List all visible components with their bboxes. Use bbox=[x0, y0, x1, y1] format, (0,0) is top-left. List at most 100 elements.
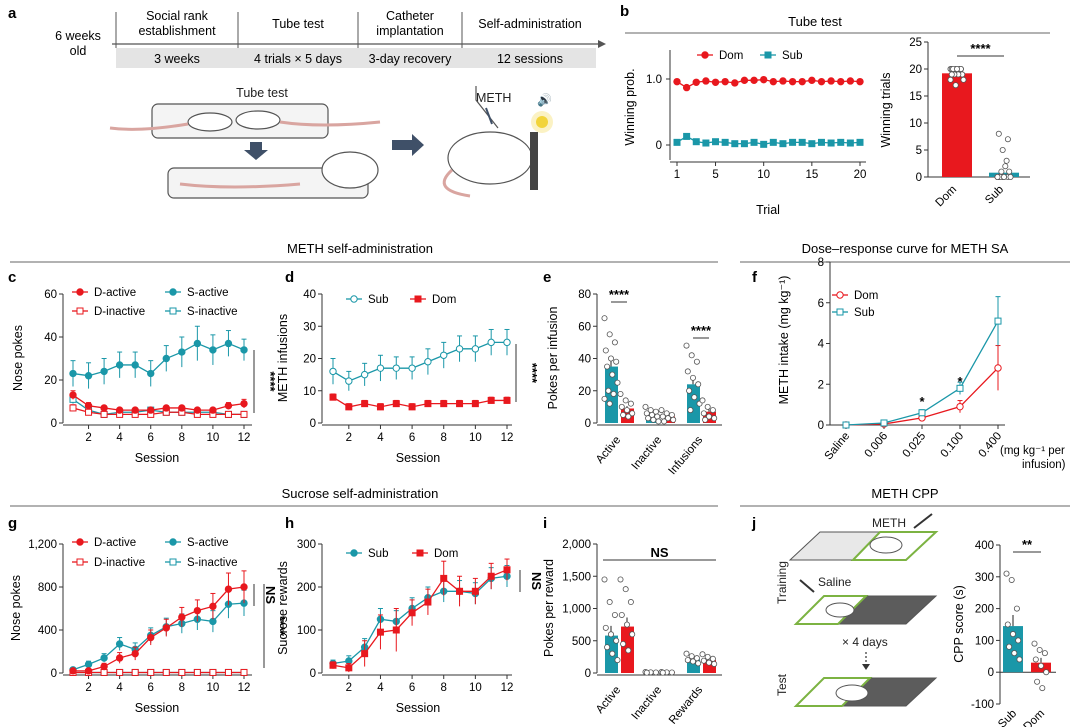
data-point bbox=[408, 364, 416, 372]
data-point bbox=[994, 317, 1002, 325]
individual-point bbox=[948, 71, 955, 78]
y-tick-label: 100 bbox=[297, 625, 316, 637]
x-tick-label: Active bbox=[594, 684, 623, 716]
data-point bbox=[808, 76, 816, 85]
y-tick-label: 0 bbox=[310, 668, 316, 680]
data-point bbox=[392, 626, 400, 634]
individual-point bbox=[613, 358, 620, 365]
individual-point bbox=[999, 146, 1006, 153]
data-point bbox=[750, 76, 758, 85]
y-axis-label: Nose pokes bbox=[9, 575, 23, 641]
panel-label-g: g bbox=[8, 515, 17, 532]
data-point bbox=[131, 649, 139, 658]
data-point bbox=[162, 668, 170, 676]
individual-point bbox=[688, 352, 695, 359]
cpp-illustration: METH Saline Training × 4 days Test bbox=[775, 513, 939, 707]
individual-point bbox=[1043, 669, 1050, 676]
individual-point bbox=[629, 410, 636, 417]
x-axis-label: Session bbox=[396, 451, 441, 465]
y-tick-label: 15 bbox=[909, 91, 922, 103]
data-point bbox=[487, 396, 495, 404]
individual-point bbox=[700, 410, 707, 417]
data-point bbox=[503, 396, 511, 404]
legend-entry: D-active bbox=[94, 287, 136, 299]
individual-point bbox=[613, 637, 620, 644]
y-tick-label: 4 bbox=[818, 339, 825, 351]
phase-3-title-b: implantation bbox=[376, 24, 443, 38]
y-tick-label: 30 bbox=[303, 321, 316, 333]
y-tick-label: 40 bbox=[578, 354, 591, 366]
x-tick-label: 12 bbox=[501, 432, 514, 444]
data-point bbox=[721, 77, 729, 86]
y-tick-label: 5 bbox=[916, 145, 922, 157]
x-tick-label: 4 bbox=[377, 682, 384, 694]
y-tick-label: 400 bbox=[38, 625, 57, 637]
x-tick-label: 0.006 bbox=[863, 430, 891, 460]
series-line bbox=[72, 602, 245, 671]
individual-point bbox=[610, 390, 617, 397]
data-point bbox=[846, 77, 855, 85]
x-tick-label: 4 bbox=[116, 682, 123, 694]
individual-point bbox=[609, 650, 616, 657]
individual-point bbox=[614, 379, 621, 386]
data-point bbox=[817, 77, 826, 86]
data-point bbox=[503, 338, 511, 347]
y-tick-label: 10 bbox=[909, 118, 922, 130]
y-tick-label: 10 bbox=[303, 386, 316, 398]
data-point bbox=[673, 77, 681, 86]
data-point bbox=[471, 587, 479, 595]
individual-point bbox=[683, 650, 690, 657]
individual-point bbox=[1008, 576, 1015, 583]
data-point bbox=[798, 77, 806, 86]
data-point bbox=[240, 410, 248, 418]
panel-label-f: f bbox=[752, 269, 758, 286]
individual-point bbox=[1003, 570, 1010, 577]
individual-point bbox=[602, 624, 609, 631]
data-point bbox=[169, 538, 177, 546]
individual-point bbox=[602, 347, 609, 354]
data-point bbox=[224, 410, 232, 418]
rat-icon bbox=[321, 151, 379, 189]
phase-1-title-a: Social rank bbox=[146, 9, 209, 23]
y-axis-label: Winning prob. bbox=[623, 68, 637, 145]
individual-point bbox=[687, 407, 694, 414]
tube-test-illustration: Tube test bbox=[109, 86, 424, 199]
section-title-sucrose-sa: Sucrose self-administration bbox=[282, 486, 439, 501]
x-unit-label: (mg kg⁻¹ per bbox=[1000, 445, 1065, 457]
rat-tail-icon bbox=[109, 122, 189, 131]
individual-point bbox=[994, 173, 1001, 180]
plot-i-pokes-per-reward: 0 500 1,000 1,500 2,000 Pokes per reward Activ… bbox=[542, 539, 722, 727]
legend-entry: S-active bbox=[187, 287, 229, 299]
legend-entry: Dom bbox=[434, 548, 458, 560]
timeline-arrowhead-icon bbox=[598, 40, 606, 48]
data-point bbox=[350, 295, 358, 303]
individual-point bbox=[704, 653, 711, 660]
data-point bbox=[408, 609, 416, 617]
bar bbox=[687, 384, 700, 423]
data-point bbox=[84, 667, 93, 675]
data-point bbox=[85, 408, 93, 416]
individual-point bbox=[995, 130, 1002, 137]
x-tick-label: 6 bbox=[409, 682, 415, 694]
x-tick-label: 20 bbox=[854, 169, 867, 181]
data-point bbox=[837, 77, 845, 86]
arrowhead-icon bbox=[862, 664, 870, 670]
x-tick-label: 8 bbox=[179, 432, 185, 444]
significance-label: * bbox=[957, 374, 963, 389]
data-point bbox=[376, 628, 384, 636]
data-point bbox=[193, 668, 201, 676]
legend-entry: D-active bbox=[94, 537, 136, 549]
data-point bbox=[408, 403, 416, 411]
x-tick-label: 10 bbox=[469, 432, 482, 444]
data-point bbox=[224, 339, 233, 348]
x-tick-label: Dom bbox=[1021, 708, 1047, 727]
individual-point bbox=[1004, 136, 1011, 143]
x-tick-label: Active bbox=[594, 434, 623, 466]
data-point bbox=[456, 587, 464, 595]
data-point bbox=[414, 295, 422, 303]
rat-tail-icon bbox=[179, 182, 301, 189]
legend-entry: Sub bbox=[854, 307, 874, 319]
legend-entry: Sub bbox=[368, 548, 388, 560]
data-point bbox=[817, 138, 825, 146]
